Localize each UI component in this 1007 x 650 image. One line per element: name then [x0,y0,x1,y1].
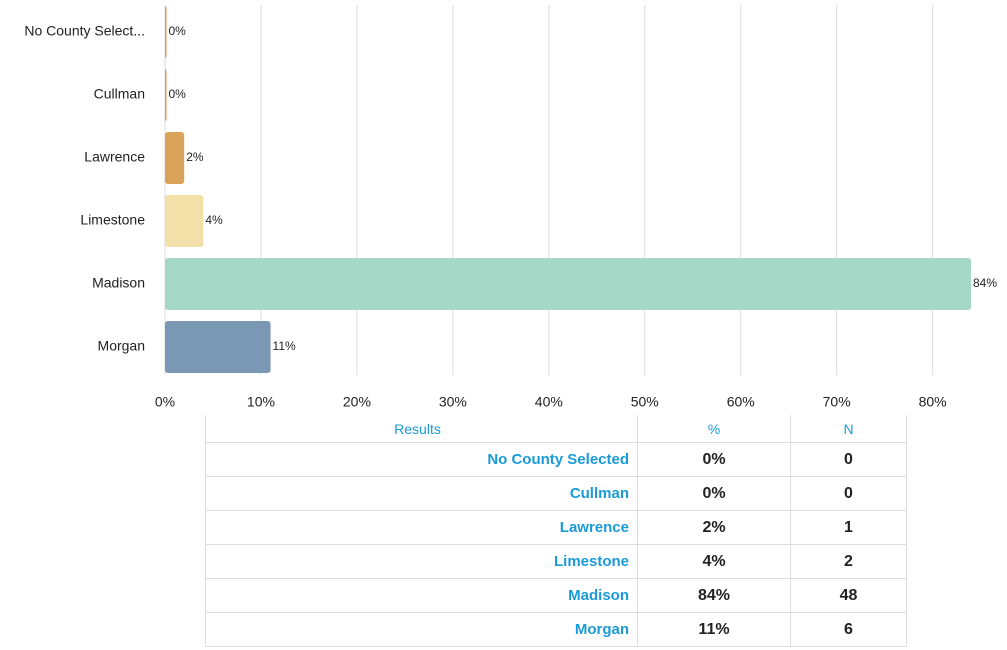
table-row: No County Selected 0% 0 [205,443,907,477]
table-cell: 2 [790,545,907,578]
table-cell: No County Selected [205,443,637,476]
table-row: Madison 84% 48 [205,579,907,613]
bar [165,321,271,373]
y-tick-label: Lawrence [84,149,145,165]
value-label: 4% [205,213,223,227]
value-label: 11% [273,339,296,353]
table-cell: 2% [637,511,790,544]
table-cell: Limestone [205,545,637,578]
x-tick-label: 0% [155,394,175,410]
table-cell: 11% [637,613,790,646]
table-cell: 0 [790,477,907,510]
table-header: Results% N [205,415,907,443]
y-tick-label: No County Select... [24,23,145,39]
y-tick-label: Madison [92,275,145,291]
x-tick-label: 40% [535,394,563,410]
table-cell: 0% [637,477,790,510]
x-tick-label: 60% [727,394,755,410]
table-row: Limestone 4% 2 [205,545,907,579]
x-tick-label: 70% [823,394,851,410]
table-cell: 48 [790,579,907,612]
table-cell: Morgan [205,613,637,646]
table-cell: 1 [790,511,907,544]
chart: 0% 10% 20% 30% 40% 50% 60% 70% 80% No County Sele… [24,5,997,410]
bar [165,258,971,310]
table-cell: 84% [637,579,790,612]
table-row: Lawrence 2% 1 [205,511,907,545]
value-label: 2% [186,150,204,164]
results-table: Results% N No County Selected 0% 0 Cullman 0% 0… [205,415,907,647]
bar [165,132,185,184]
value-label: 0% [169,24,187,38]
value-label: 84% [973,276,997,290]
table-row: Morgan 11% 6 [205,613,907,647]
x-tick-label: 10% [247,394,275,410]
x-tick-label: 50% [631,394,659,410]
table-cell: Madison [205,579,637,612]
x-tick-label: 30% [439,394,467,410]
x-tick-label: 80% [919,394,947,410]
table-cell: Lawrence [205,511,637,544]
table-row: Cullman 0% 0 [205,477,907,511]
table-cell: 0% [637,443,790,476]
value-label: 0% [169,87,187,101]
bar [165,69,167,121]
table-cell: Cullman [205,477,637,510]
table-cell: 0 [790,443,907,476]
table-cell: 4% [637,545,790,578]
header-cell: N [790,415,907,442]
header-cell: Results [205,415,637,442]
table-cell: 6 [790,613,907,646]
header-cell: % [637,415,790,442]
y-tick-label: Cullman [94,86,145,102]
y-tick-label: Limestone [80,212,145,228]
x-tick-label: 20% [343,394,371,410]
bar [165,195,204,247]
bar [165,6,167,58]
y-tick-label: Morgan [98,338,145,354]
